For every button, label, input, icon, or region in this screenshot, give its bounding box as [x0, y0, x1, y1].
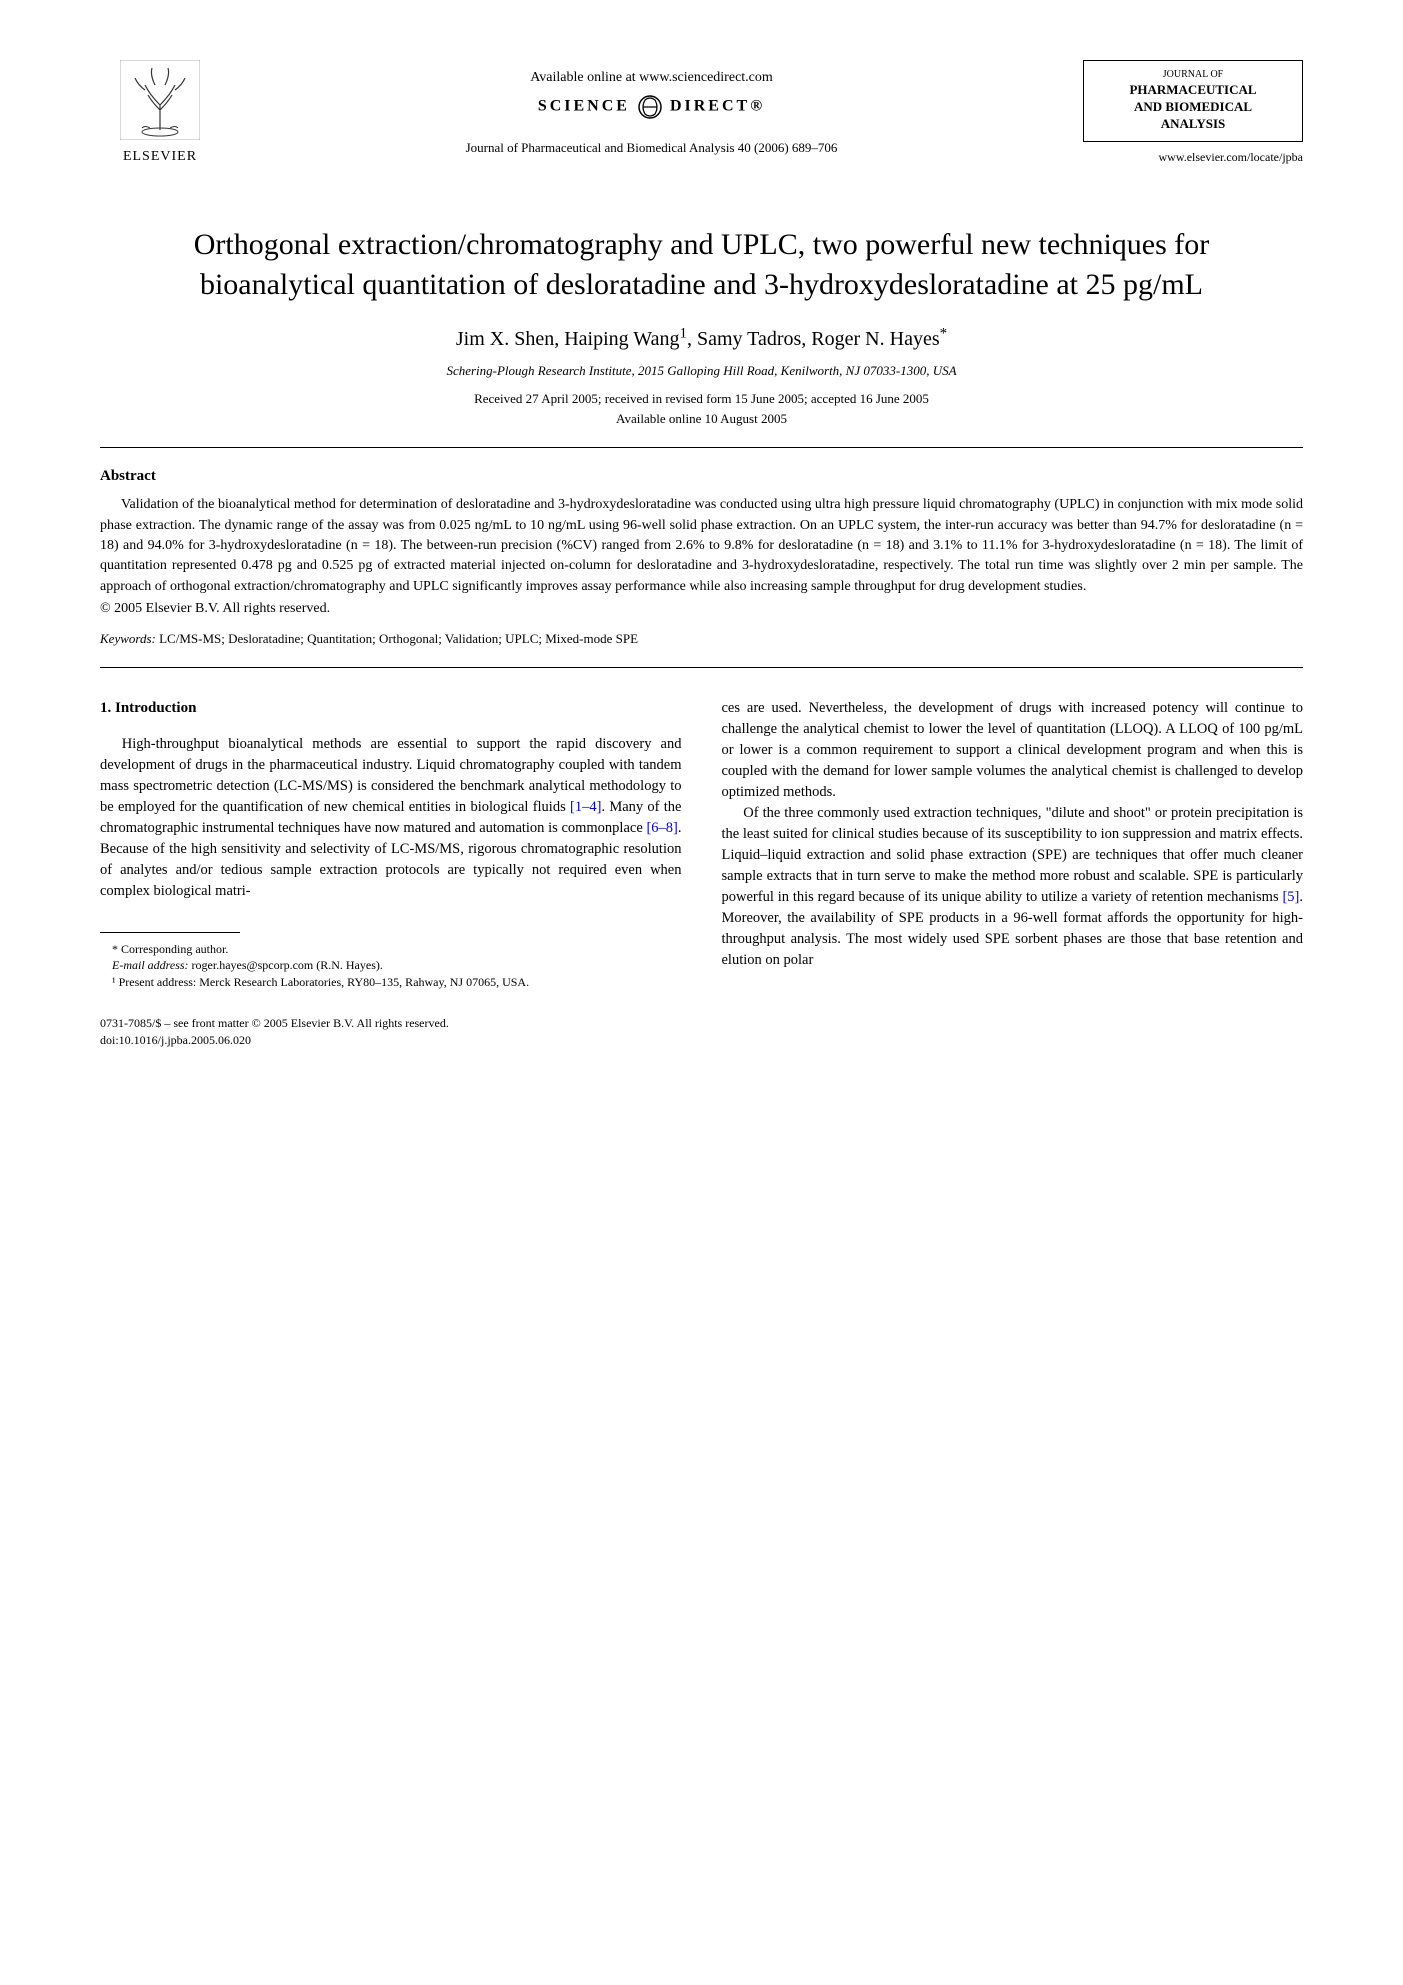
intro-para-1: High-throughput bioanalytical methods ar…: [100, 734, 682, 902]
corr-author-note: * Corresponding author.: [100, 941, 682, 958]
left-column: 1. Introduction High-throughput bioanaly…: [100, 698, 682, 1050]
present-address-note: ¹ Present address: Merck Research Labora…: [100, 974, 682, 991]
available-online-text: Available online at www.sciencedirect.co…: [220, 70, 1083, 86]
science-direct-icon: [637, 94, 663, 120]
journal-citation: Journal of Pharmaceutical and Biomedical…: [220, 140, 1083, 156]
affiliation: Schering-Plough Research Institute, 2015…: [100, 363, 1303, 379]
publisher-logo: ELSEVIER: [100, 60, 220, 165]
keywords-line: Keywords: LC/MS-MS; Desloratadine; Quant…: [100, 631, 1303, 647]
keywords-label: Keywords:: [100, 631, 156, 646]
journal-prefix: JOURNAL OF: [1100, 69, 1286, 80]
center-header: Available online at www.sciencedirect.co…: [220, 60, 1083, 156]
journal-box-wrapper: JOURNAL OF PHARMACEUTICAL AND BIOMEDICAL…: [1083, 60, 1303, 195]
sd-text-1: SCIENCE: [538, 98, 630, 115]
abstract-copyright: © 2005 Elsevier B.V. All rights reserved…: [100, 601, 1303, 617]
journal-name-3: ANALYSIS: [1100, 116, 1286, 133]
bottom-info: 0731-7085/$ – see front matter © 2005 El…: [100, 1015, 682, 1050]
intro-para-3: Of the three commonly used extraction te…: [722, 803, 1304, 971]
body-columns: 1. Introduction High-throughput bioanaly…: [100, 698, 1303, 1050]
journal-url: www.elsevier.com/locate/jpba: [1083, 150, 1303, 165]
paper-title: Orthogonal extraction/chromatography and…: [180, 225, 1223, 306]
science-direct-logo: SCIENCE DIRECT®: [220, 94, 1083, 120]
abstract-text: Validation of the bioanalytical method f…: [100, 495, 1303, 596]
journal-name-1: PHARMACEUTICAL: [1100, 82, 1286, 99]
footnote-rule: [100, 932, 240, 933]
journal-name-2: AND BIOMEDICAL: [1100, 99, 1286, 116]
rule-2: [100, 667, 1303, 668]
email-note: E-mail address: roger.hayes@spcorp.com (…: [100, 957, 682, 974]
intro-para-2: ces are used. Nevertheless, the developm…: [722, 698, 1304, 803]
authors-line: Jim X. Shen, Haiping Wang1, Samy Tadros,…: [100, 326, 1303, 352]
elsevier-tree-icon: [120, 60, 200, 140]
ref-link-1[interactable]: [1–4]: [570, 799, 601, 815]
sd-text-2: DIRECT®: [670, 98, 765, 115]
ref-link-3[interactable]: [5]: [1282, 889, 1299, 905]
footnotes: * Corresponding author. E-mail address: …: [100, 941, 682, 991]
email-value: roger.hayes@spcorp.com (R.N. Hayes).: [189, 958, 383, 972]
right-column: ces are used. Nevertheless, the developm…: [722, 698, 1304, 1050]
authors-text: Jim X. Shen, Haiping Wang1, Samy Tadros,…: [456, 328, 947, 350]
received-dates: Received 27 April 2005; received in revi…: [100, 391, 1303, 407]
ref-link-2[interactable]: [6–8]: [646, 820, 677, 836]
intro-heading: 1. Introduction: [100, 698, 682, 720]
abstract-heading: Abstract: [100, 468, 1303, 485]
rule-1: [100, 447, 1303, 448]
keywords-text: LC/MS-MS; Desloratadine; Quantitation; O…: [156, 631, 638, 646]
publisher-name: ELSEVIER: [100, 149, 220, 165]
issn-line: 0731-7085/$ – see front matter © 2005 El…: [100, 1015, 682, 1032]
online-date: Available online 10 August 2005: [100, 411, 1303, 427]
email-label: E-mail address:: [112, 958, 189, 972]
paper-header: ELSEVIER Available online at www.science…: [100, 60, 1303, 195]
journal-title-box: JOURNAL OF PHARMACEUTICAL AND BIOMEDICAL…: [1083, 60, 1303, 142]
p3a: Of the three commonly used extraction te…: [722, 805, 1304, 905]
doi-line: doi:10.1016/j.jpba.2005.06.020: [100, 1032, 682, 1049]
